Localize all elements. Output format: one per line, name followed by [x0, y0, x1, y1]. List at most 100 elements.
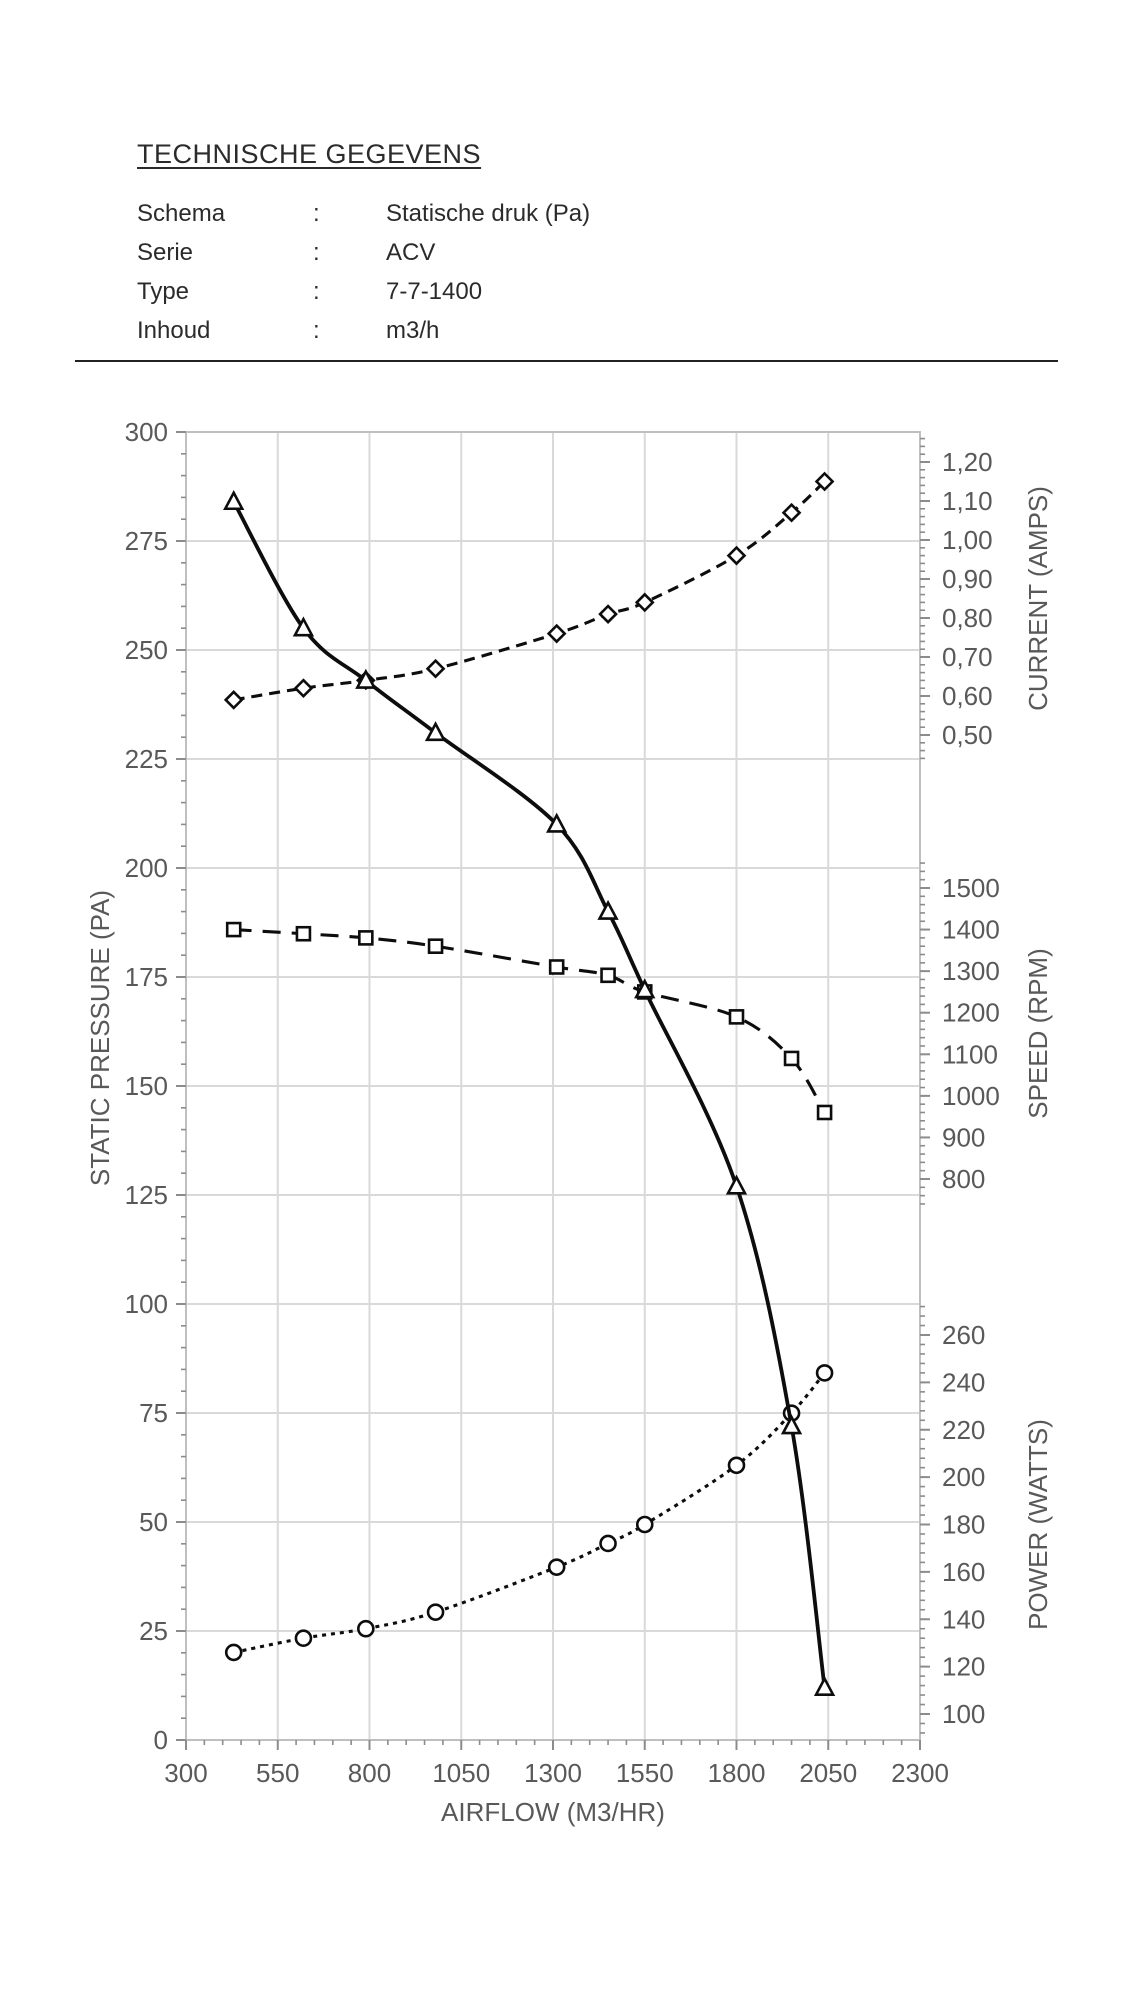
axis-tick-label: 0,90 [942, 564, 993, 594]
spec-value: 7-7-1400 [386, 277, 483, 305]
data-point-marker-triangle [597, 899, 619, 920]
axis-tick-label: 175 [125, 962, 168, 992]
data-point-marker-circle [599, 1534, 617, 1553]
spec-separator: : [313, 316, 320, 344]
data-point-marker-circle [815, 1364, 834, 1382]
axis-power-labels: 260 240 220 200 180 160 140 120 100 [942, 1320, 985, 1729]
axis-speed-ticks [920, 862, 930, 1205]
axis-tick-label: 160 [942, 1557, 985, 1587]
axis-tick-label: 1800 [708, 1758, 766, 1788]
axis-tick-label: 50 [139, 1507, 168, 1537]
axis-x-labels: 300 550 800 1050 1300 1550 1800 2050 2300 [164, 1758, 949, 1788]
axis-tick-label: 0,60 [942, 681, 993, 711]
data-point-marker-diamond [634, 592, 655, 613]
data-point-marker-triangle [424, 721, 447, 742]
page-title: TECHNISCHE GEGEVENS [137, 139, 482, 169]
axis-tick-label: 2050 [799, 1758, 857, 1788]
axis-tick-label: 260 [942, 1320, 985, 1350]
axis-tick-label: 1100 [942, 1039, 998, 1069]
axis-titles: STATIC PRESSURE (PA) CURRENT (AMPS) SPEED … [85, 486, 1053, 1827]
data-point-marker-diamond [223, 690, 244, 710]
data-point-marker-diamond [425, 658, 446, 679]
spec-row-serie: Serie : ACV [137, 233, 590, 272]
spec-label: Serie [137, 238, 194, 266]
axis-tick-label: 1400 [942, 915, 1000, 945]
spec-row-schema: Schema : Statische druk (Pa) [137, 194, 590, 233]
data-point-marker-diamond [781, 502, 802, 523]
axis-tick-label: 240 [942, 1367, 985, 1397]
axis-tick-label: 300 [164, 1758, 207, 1788]
axis-tick-label: 25 [139, 1616, 168, 1646]
axis-tick-label: 800 [348, 1758, 391, 1788]
series-speed [225, 921, 833, 1121]
spec-table: Schema : Statische druk (Pa) Serie : ACV… [137, 194, 590, 350]
axis-tick-label: 200 [125, 853, 168, 883]
performance-chart: 30027525022520017515012510075502501,201,… [85, 417, 1053, 1827]
y-axis-title-current: CURRENT (AMPS) [1023, 486, 1053, 711]
axis-tick-label: 125 [125, 1180, 168, 1210]
data-point-marker-square [816, 1104, 833, 1121]
axis-tick-label: 180 [942, 1510, 985, 1540]
axis-tick-label: 75 [139, 1398, 168, 1428]
axis-tick-label: 1300 [524, 1758, 582, 1788]
data-point-marker-diamond [598, 604, 618, 624]
x-axis-title: AIRFLOW (M3/HR) [441, 1797, 665, 1827]
data-point-marker-circle [635, 1515, 654, 1534]
data-point-marker-triangle [223, 489, 245, 511]
header-divider [75, 360, 1058, 362]
axis-tick-label: 140 [942, 1604, 985, 1634]
axis-tick-label: 300 [125, 417, 168, 447]
axis-tick-label: 1050 [432, 1758, 490, 1788]
axis-tick-label: 250 [125, 635, 168, 665]
data-point-marker-circle [224, 1643, 243, 1662]
axis-tick-label: 0,80 [942, 603, 993, 633]
spec-row-type: Type : 7-7-1400 [137, 272, 590, 311]
axis-tick-label: 1,10 [942, 486, 993, 516]
axis-power-ticks [920, 1305, 930, 1734]
data-point-marker-triangle [725, 1174, 748, 1195]
axis-pressure-ticks [176, 431, 186, 1741]
axis-current-ticks [920, 437, 930, 760]
spec-separator: : [313, 199, 320, 227]
data-point-marker-diamond [726, 545, 747, 566]
data-point-marker-diamond [293, 678, 314, 699]
data-point-marker-square [295, 925, 312, 942]
spec-row-inhoud: Inhoud : m3/h [137, 311, 590, 350]
spec-value: ACV [386, 238, 436, 266]
chart-grid [186, 432, 920, 1740]
y-axis-title-speed: SPEED (RPM) [1023, 948, 1053, 1118]
axis-tick-label: 1550 [616, 1758, 674, 1788]
data-point-marker-square [427, 938, 444, 955]
spec-label: Type [137, 277, 190, 305]
axis-tick-label: 1,20 [942, 447, 993, 477]
axis-tick-label: 275 [125, 526, 168, 556]
data-point-marker-triangle [355, 668, 377, 689]
spec-value: Statische druk (Pa) [386, 199, 591, 227]
data-point-marker-circle [426, 1603, 445, 1621]
data-point-marker-square [600, 967, 616, 984]
axis-tick-label: 1000 [942, 1081, 1000, 1111]
axis-tick-label: 800 [942, 1164, 985, 1194]
axis-current-labels: 1,20 1,10 1,00 0,90 0,80 0,70 0,60 0,50 [942, 447, 993, 750]
axis-tick-label: 150 [125, 1071, 168, 1101]
data-point-marker-triangle [292, 616, 315, 637]
axis-tick-label: 100 [125, 1289, 168, 1319]
spec-label: Inhoud [137, 316, 211, 344]
data-point-marker-square [225, 921, 242, 938]
axis-tick-label: 120 [942, 1652, 985, 1682]
data-point-marker-square [783, 1050, 800, 1067]
y-axis-title-power: POWER (WATTS) [1023, 1419, 1053, 1630]
axis-tick-label: 2300 [891, 1758, 949, 1788]
axis-tick-label: 0,70 [942, 642, 993, 672]
axis-tick-label: 550 [256, 1758, 299, 1788]
axis-speed-labels: 1500 1400 1300 1200 1100 1000 900 800 [942, 873, 1000, 1194]
spec-label: Schema [137, 199, 226, 227]
spec-separator: : [313, 277, 320, 305]
data-point-marker-diamond [814, 471, 835, 492]
data-point-marker-circle [547, 1558, 566, 1576]
spec-value: m3/h [386, 316, 440, 344]
axis-tick-label: 1500 [942, 873, 1000, 903]
axis-tick-label: 0 [154, 1725, 168, 1755]
